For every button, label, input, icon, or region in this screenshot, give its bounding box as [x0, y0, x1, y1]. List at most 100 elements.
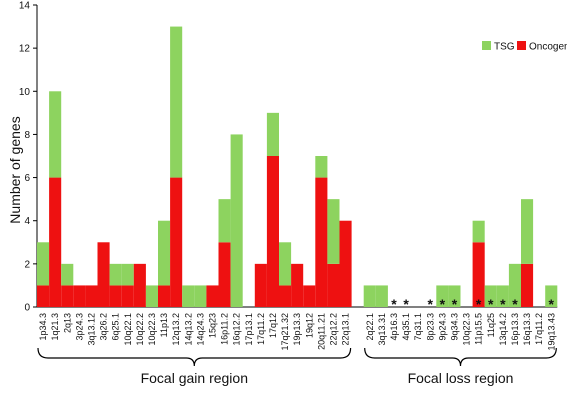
bar-oncogene — [266, 156, 279, 307]
legend-swatch-tsg — [482, 41, 491, 50]
x-tick-label: 17p13.1 — [244, 313, 254, 346]
x-tick-label: 19q13.43 — [546, 313, 556, 351]
x-tick-label: 2q13 — [62, 313, 72, 333]
y-tick-label: 0 — [24, 303, 30, 314]
significance-asterisk: * — [549, 296, 555, 312]
x-tick-label: 14q24.3 — [195, 313, 205, 346]
significance-asterisk: * — [488, 296, 494, 312]
x-tick-label: 10q22.3 — [462, 313, 472, 346]
x-tick-label: 16p11.2 — [220, 313, 230, 345]
x-tick-label: 17q11.2 — [256, 313, 266, 345]
x-tick-label: 4p16.3 — [389, 313, 399, 341]
bar-tsg — [109, 263, 122, 286]
x-tick-label: 12q13.2 — [171, 313, 181, 346]
bar-tsg — [436, 285, 449, 307]
bar-oncogene — [521, 263, 534, 307]
bar-oncogene — [339, 220, 352, 307]
x-tick-label: 10q22.3 — [147, 313, 157, 346]
bar-oncogene — [109, 285, 122, 307]
significance-asterisk: * — [476, 296, 482, 312]
bar-oncogene — [37, 285, 50, 307]
bar-tsg — [61, 263, 74, 286]
bar-tsg — [49, 91, 62, 178]
y-tick-label: 14 — [19, 1, 31, 12]
x-tick-label: 10q22.1 — [123, 313, 133, 346]
bar-oncogene — [218, 242, 231, 307]
significance-asterisk: * — [452, 296, 458, 312]
x-tick-label: 4q35.1 — [401, 313, 411, 341]
bar-oncogene — [158, 285, 171, 307]
bar-oncogene — [121, 285, 134, 307]
x-tick-label: 9p24.3 — [437, 313, 447, 341]
x-tick-label: 22q13.1 — [341, 313, 351, 346]
bar-oncogene — [327, 263, 340, 307]
significance-asterisk: * — [391, 296, 397, 312]
x-tick-label: 20q11.21 — [316, 313, 326, 350]
legend-swatch-oncogene — [517, 41, 526, 50]
x-tick-label: 8p23.3 — [425, 313, 435, 341]
bar-tsg — [496, 285, 509, 307]
bar-tsg — [508, 263, 521, 307]
bar-tsg — [194, 285, 207, 307]
y-tick-label: 2 — [24, 259, 30, 270]
bar-tsg — [37, 242, 50, 286]
x-tick-label: 17q12 — [268, 313, 278, 338]
x-tick-label: 1p34.3 — [38, 313, 48, 341]
bar-tsg — [545, 285, 558, 307]
bar-tsg — [158, 220, 171, 286]
bar-oncogene — [61, 285, 74, 307]
bar-oncogene — [291, 263, 304, 307]
bar-oncogene — [73, 285, 86, 307]
bar-oncogene — [85, 285, 98, 307]
x-tick-label: 11p13 — [159, 313, 169, 337]
bar-oncogene — [303, 285, 316, 307]
x-tick-label: 19q12 — [304, 313, 314, 338]
bar-tsg — [315, 156, 328, 178]
significance-asterisk: * — [403, 296, 409, 312]
x-tick-label: 3q13.12 — [86, 313, 96, 346]
bar-oncogene — [472, 242, 485, 307]
x-tick-label: 3q26.2 — [99, 313, 109, 341]
x-tick-label: 19p13.3 — [292, 313, 302, 346]
x-tick-label: 3p24.3 — [74, 313, 84, 341]
bar-tsg — [170, 26, 183, 178]
x-tick-label: 16q12.2 — [232, 313, 242, 346]
x-tick-label: 15q23 — [207, 313, 217, 338]
bar-oncogene — [49, 177, 62, 307]
x-tick-label: 1q21.3 — [50, 313, 60, 341]
plot-area: 0 2 4 6 8 10 12 14 1p34.3 1q21.3 2q13 3p24.3 3q13.12… — [19, 1, 558, 351]
x-tick-label: 16q13.3 — [522, 313, 532, 346]
bar-oncogene — [170, 177, 183, 307]
x-tick-label: 11p15.5 — [474, 313, 484, 345]
significance-asterisk: * — [428, 296, 434, 312]
y-tick-label: 10 — [19, 87, 31, 98]
x-tick-label: 16p13.3 — [510, 313, 520, 346]
bar-tsg — [375, 285, 388, 307]
legend-label-tsg: TSG — [494, 42, 515, 53]
x-tick-label: 22q12.2 — [328, 313, 338, 346]
x-tick-label: 9q34.3 — [449, 313, 459, 341]
significance-asterisk: * — [512, 296, 518, 312]
bar-tsg — [266, 112, 279, 156]
bar-tsg — [182, 285, 195, 307]
legend: TSG Oncogene — [482, 41, 567, 53]
bar-tsg — [327, 199, 340, 264]
bar-tsg — [472, 220, 485, 243]
bar-tsg — [448, 285, 461, 307]
x-tick-label: 11q25 — [486, 313, 496, 337]
region-label: Focal gain region — [141, 370, 248, 386]
y-tick-label: 8 — [24, 130, 30, 141]
x-tick-label: 3q13.31 — [377, 313, 387, 346]
bar-tsg — [121, 263, 134, 286]
bar-oncogene — [279, 285, 292, 307]
bar-tsg — [521, 199, 534, 264]
bar-oncogene — [315, 177, 328, 307]
bar-oncogene — [206, 285, 219, 307]
region-brace — [37, 347, 352, 367]
bar-tsg — [230, 134, 243, 307]
bar-tsg — [218, 199, 231, 243]
x-tick-label: 10q22.2 — [135, 313, 145, 346]
region-brace — [364, 347, 557, 367]
y-tick-label: 12 — [19, 44, 31, 55]
